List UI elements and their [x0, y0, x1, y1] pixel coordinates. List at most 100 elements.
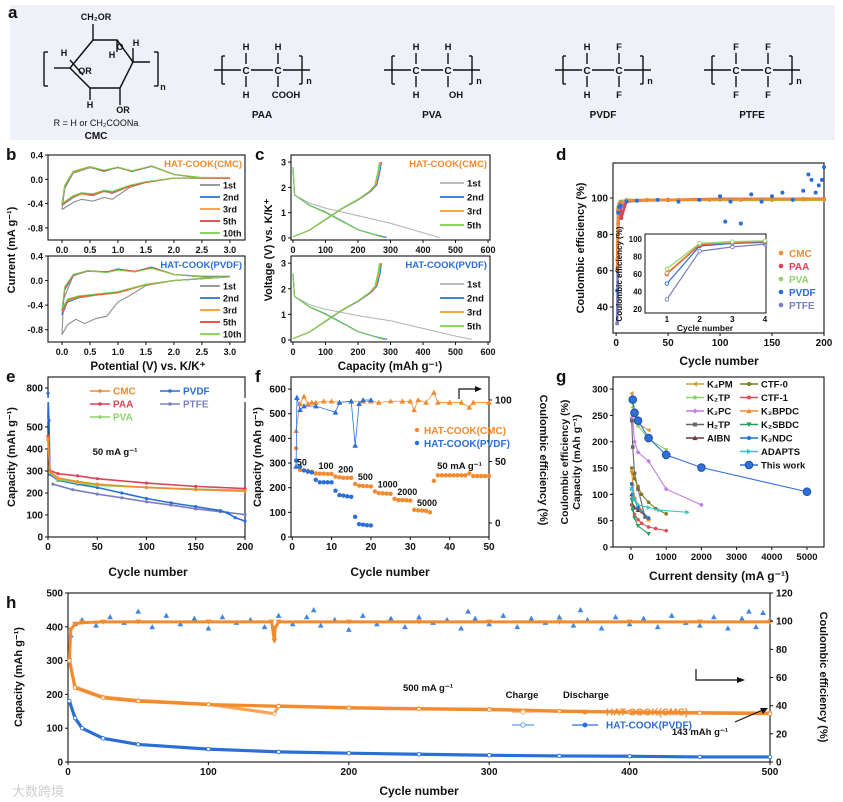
- x-tick-label: 500: [448, 347, 463, 357]
- data-point: [646, 427, 651, 433]
- label: OR: [116, 105, 130, 115]
- axis-arrow-icon: [458, 388, 478, 399]
- data-point: [465, 608, 471, 614]
- y-axis-label: Capacity (mAh g⁻¹): [252, 407, 264, 507]
- x-tick-label: 500: [448, 245, 463, 255]
- data-point: [276, 749, 281, 755]
- legend-marker: [746, 422, 752, 428]
- inset-series-line: [666, 240, 766, 274]
- data-point: [663, 486, 669, 492]
- data-point: [301, 403, 307, 409]
- series-3rd: [61, 267, 230, 313]
- label: PTFE: [739, 110, 765, 121]
- data-point: [710, 614, 717, 620]
- x-tick-label: 400: [621, 767, 638, 778]
- y-tick-label: 300: [46, 656, 63, 667]
- label: H: [243, 90, 250, 101]
- data-point: [348, 398, 355, 404]
- legend-marker: [98, 415, 102, 419]
- data-point: [423, 399, 429, 405]
- data-point: [317, 471, 322, 476]
- data-point: [368, 523, 374, 528]
- x-tick-label: 2.0: [168, 245, 181, 255]
- x-tick-label: 1: [665, 315, 670, 324]
- data-point: [79, 620, 85, 626]
- y2-tick-label: 100: [495, 395, 512, 406]
- data-point: [346, 705, 352, 711]
- data-point: [500, 612, 507, 618]
- x-tick-label: 0: [289, 542, 295, 553]
- chart-c_pvdf: 0 100 200 300 400 500 600 0 1 2 3: [281, 255, 496, 357]
- legend-marker: [778, 276, 784, 282]
- data-point: [427, 510, 433, 515]
- y-axis-label: Current (mA g⁻¹): [6, 206, 18, 293]
- label: H: [61, 48, 68, 58]
- series-3rd: [292, 263, 381, 340]
- data-point: [396, 497, 401, 503]
- x-tick-label: 1.0: [112, 245, 125, 255]
- data-point: [416, 751, 422, 757]
- data-point: [528, 615, 535, 621]
- series-cmc: [46, 436, 247, 493]
- legend-label: This work: [761, 461, 806, 472]
- x-tick-label: 100: [200, 767, 217, 778]
- legend-label: 2nd: [467, 294, 484, 305]
- y-tick-label: -0.4: [27, 199, 43, 209]
- data-point: [463, 473, 468, 478]
- data-point: [356, 483, 362, 488]
- legend-marker: [778, 289, 784, 295]
- arrow-head-icon: [737, 677, 745, 683]
- data-point: [169, 501, 173, 505]
- data-point: [346, 750, 352, 756]
- data-point: [760, 609, 766, 616]
- data-point: [329, 471, 334, 477]
- legend-label: 1st: [223, 181, 236, 191]
- data-point: [697, 754, 703, 760]
- data-point: [100, 736, 106, 741]
- chart-annotation: HAT-COOK(CMC): [164, 159, 242, 170]
- data-point: [297, 467, 303, 473]
- data-point: [95, 485, 99, 490]
- series-line: [61, 165, 230, 211]
- label: H: [243, 42, 250, 53]
- data-point: [697, 463, 706, 472]
- data-point: [612, 614, 619, 620]
- x-tick-label: 1.0: [112, 347, 125, 357]
- label: H: [445, 42, 452, 53]
- inset-data-point: [730, 239, 735, 244]
- data-point: [368, 484, 374, 489]
- label: n: [796, 76, 802, 86]
- data-point: [297, 464, 303, 469]
- watermark: 大数跨境: [12, 784, 64, 799]
- y-tick-label: 60: [597, 266, 609, 277]
- data-point: [636, 487, 640, 491]
- chart-annotation: HAT-COOK(PVDF): [405, 260, 487, 271]
- series-10th: [61, 165, 230, 205]
- data-point: [163, 612, 170, 618]
- data-point: [630, 445, 635, 449]
- data-point: [819, 177, 824, 182]
- x-tick-label: 0: [65, 767, 71, 778]
- label: n: [647, 76, 653, 86]
- data-point: [374, 621, 380, 627]
- data-point: [434, 399, 441, 405]
- series-pvdf: [615, 165, 826, 293]
- data-point: [632, 439, 637, 445]
- legend-marker: [520, 722, 526, 728]
- data-point: [72, 685, 78, 690]
- data-point: [451, 473, 456, 478]
- data-point: [275, 612, 282, 618]
- inset-series-line: [666, 240, 766, 270]
- label: n: [160, 82, 166, 92]
- data-point: [135, 608, 142, 614]
- data-point: [629, 418, 634, 423]
- x-tick-label: 2.0: [168, 347, 181, 357]
- legend-label: 3rd: [467, 207, 482, 218]
- data-point: [79, 725, 85, 731]
- plot-frame: [47, 154, 246, 241]
- series-10th: [61, 267, 230, 310]
- data-point: [423, 508, 429, 514]
- data-point: [624, 199, 629, 204]
- data-point: [632, 497, 637, 502]
- data-point: [699, 502, 704, 508]
